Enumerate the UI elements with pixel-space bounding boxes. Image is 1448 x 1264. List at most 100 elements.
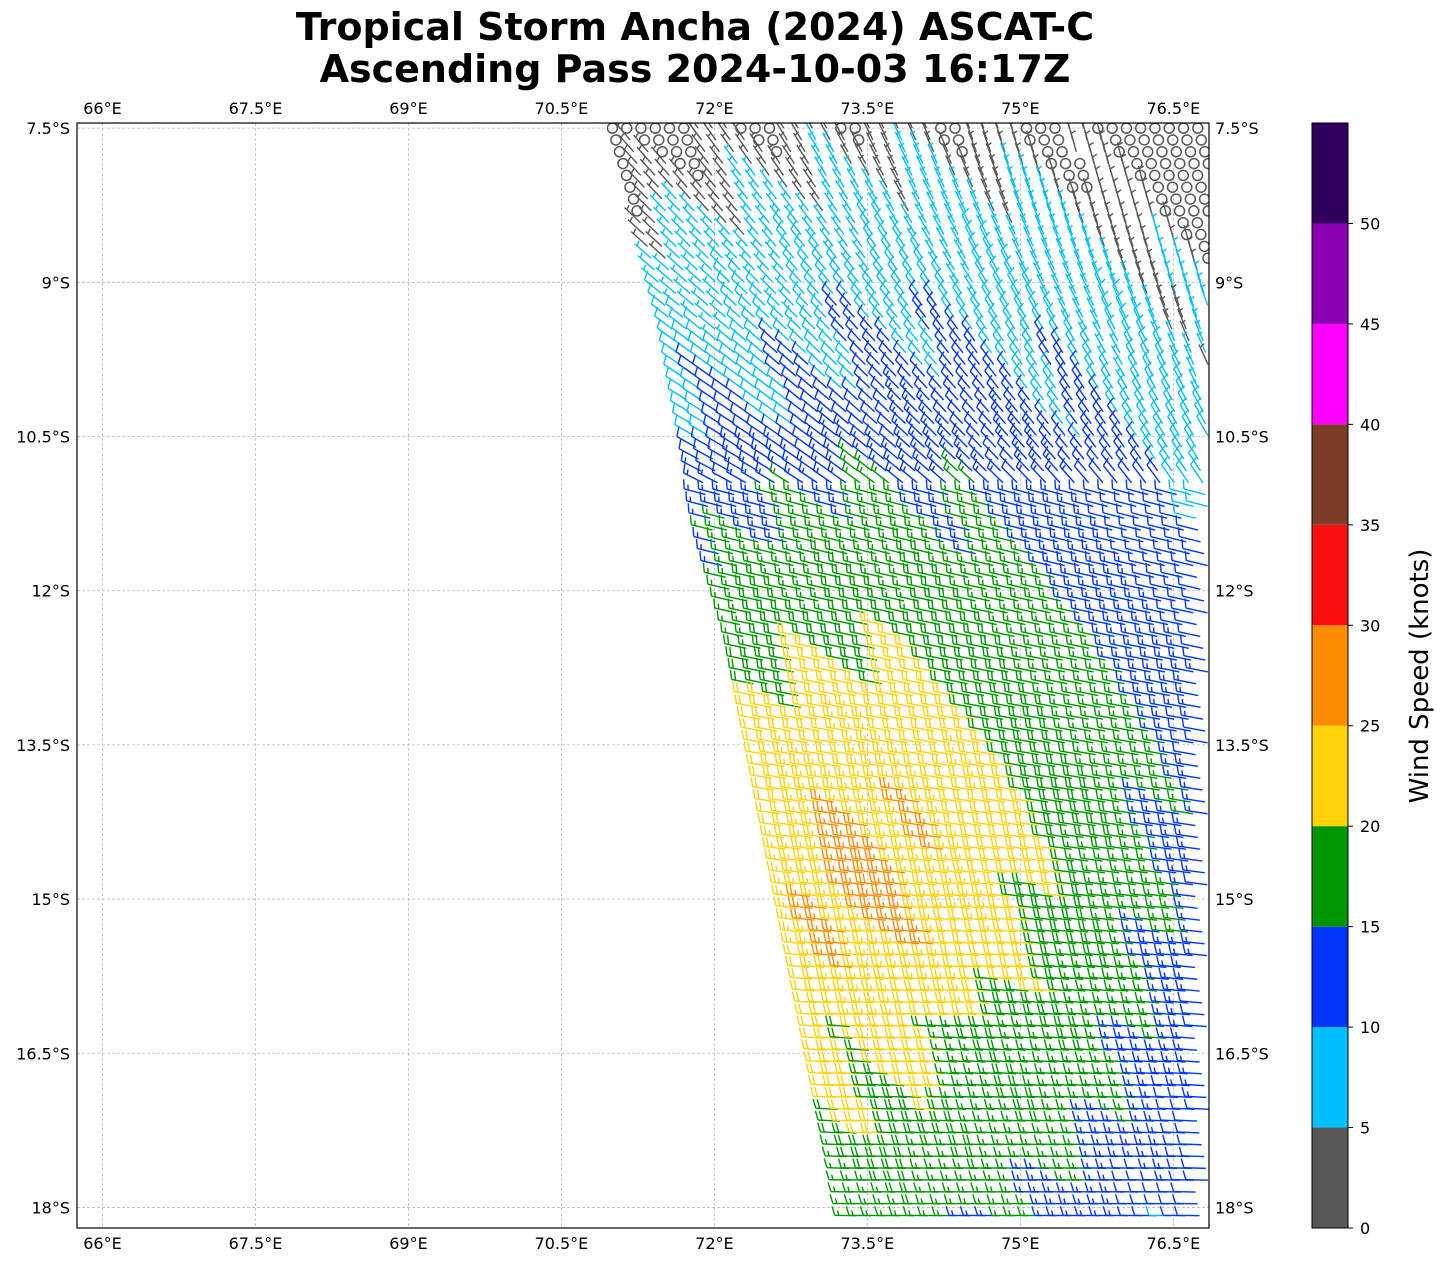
wind-barb (1085, 491, 1108, 508)
wind-barb (762, 425, 783, 448)
wind-barb (1131, 248, 1141, 271)
wind-barb (658, 330, 678, 354)
wind-barb (686, 168, 702, 188)
wind-barb (792, 131, 806, 153)
wind-barb (769, 305, 787, 330)
wind-barb (980, 422, 997, 448)
wind-barb (938, 130, 949, 153)
calm-wind-marker (1191, 216, 1204, 229)
wind-barb (864, 178, 877, 200)
wind-barb (863, 339, 881, 366)
wind-barb (1175, 373, 1188, 401)
wind-barb (879, 279, 895, 306)
wind-barb (767, 449, 787, 472)
colorbar-tick-label: 50 (1360, 214, 1380, 233)
wind-barb (775, 515, 799, 531)
wind-barb (944, 303, 959, 330)
wind-barb (1138, 272, 1148, 294)
wind-barb (1021, 326, 1035, 354)
wind-barb (1013, 362, 1028, 389)
wind-barb (1019, 314, 1033, 342)
wind-barb (841, 376, 859, 401)
wind-barb (894, 351, 912, 377)
wind-barb (1194, 396, 1207, 425)
lat-tick-label-right: 18°S (1215, 1198, 1254, 1217)
wind-barb (913, 491, 937, 508)
wind-barb (1101, 503, 1125, 519)
wind-barb (826, 376, 845, 401)
wind-barb (841, 202, 856, 224)
wind-barb (1134, 260, 1145, 283)
wind-barb (745, 269, 763, 295)
wind-barb (1142, 349, 1154, 377)
wind-barb (992, 326, 1007, 354)
wind-barb (697, 311, 716, 330)
wind-barb (987, 302, 1002, 330)
wind-barb (854, 142, 867, 164)
wind-barb (791, 425, 811, 448)
calm-wind-marker (1191, 169, 1204, 182)
wind-barb (1114, 1194, 1141, 1205)
wind-barb (1156, 432, 1171, 460)
wind-barb (707, 191, 724, 212)
wind-barb (1183, 729, 1208, 744)
wind-barb (1086, 445, 1102, 472)
colorbar-label: Wind Speed (knots) (1405, 549, 1435, 804)
wind-barb (808, 123, 813, 129)
wind-barb (1016, 302, 1030, 330)
wind-barb (1058, 503, 1082, 519)
wind-barb (650, 144, 667, 165)
wind-barb (818, 412, 837, 437)
wind-barb (961, 398, 978, 425)
calm-wind-marker (1174, 157, 1186, 170)
wind-barb (882, 479, 906, 496)
wind-barb (668, 156, 685, 176)
lat-tick-label-right: 10.5°S (1215, 428, 1269, 447)
wind-barb (819, 123, 831, 141)
wind-barb (899, 491, 923, 508)
wind-barb (1032, 386, 1047, 413)
wind-barb (905, 327, 921, 354)
wind-barb (1163, 260, 1173, 283)
wind-barb (1168, 479, 1192, 496)
wind-barb (897, 479, 920, 496)
wind-barb (819, 226, 834, 247)
wind-barb (824, 292, 841, 318)
wind-barb (934, 327, 950, 354)
wind-barb (1027, 362, 1042, 389)
wind-barb (802, 166, 817, 188)
wind-barb (1127, 349, 1140, 377)
wind-barb (719, 426, 740, 448)
wind-barb (624, 204, 642, 224)
wind-barb (810, 292, 827, 318)
wind-barb (1173, 896, 1198, 910)
wind-barb (857, 154, 870, 176)
wind-barb (1089, 201, 1099, 223)
wind-barb (1024, 177, 1034, 200)
wind-barb (706, 239, 723, 259)
wind-barb (773, 401, 792, 425)
wind-barb (733, 179, 749, 200)
wind-barb (943, 201, 956, 224)
wind-barb (724, 251, 741, 271)
wind-barb (1040, 236, 1052, 259)
wind-barb (643, 168, 660, 188)
wind-barb (1185, 432, 1199, 460)
wind-barb (977, 165, 988, 188)
wind-barb (781, 449, 802, 472)
wind-barb (953, 350, 969, 377)
wind-barb (675, 342, 695, 366)
wind-barb (872, 154, 885, 176)
wind-barb (798, 461, 818, 484)
wind-barb (1021, 410, 1037, 436)
wind-barb (692, 354, 712, 377)
wind-barb (1117, 457, 1133, 484)
wind-barb (888, 315, 904, 342)
wind-barb (940, 447, 959, 472)
wind-barb (944, 503, 968, 519)
wind-barb (740, 462, 761, 484)
wind-barb (704, 342, 723, 366)
wind-barb (671, 403, 692, 425)
wind-barb (742, 491, 766, 508)
wind-barb (899, 459, 918, 484)
